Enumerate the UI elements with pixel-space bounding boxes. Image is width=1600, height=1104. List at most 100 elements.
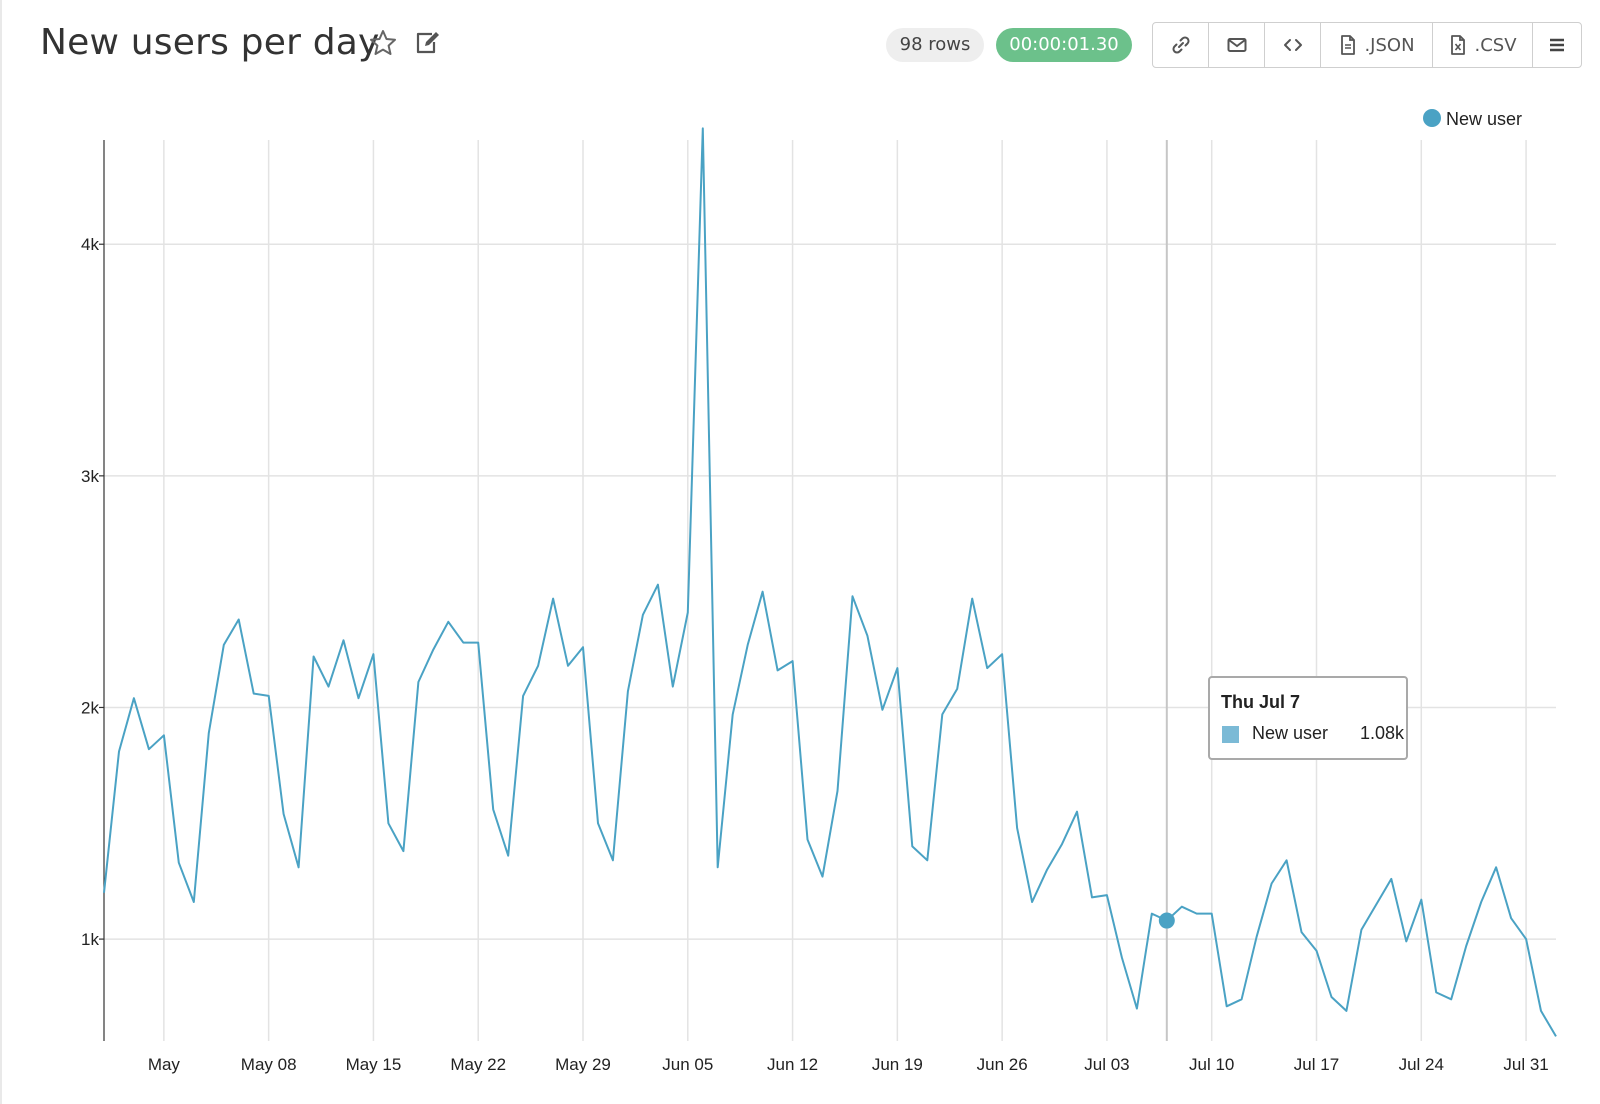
data-point[interactable] <box>487 803 499 815</box>
data-point[interactable] <box>1146 908 1158 920</box>
data-point[interactable] <box>1176 901 1188 913</box>
data-point[interactable] <box>1505 912 1517 924</box>
data-point[interactable] <box>128 692 140 704</box>
data-point[interactable] <box>203 727 215 739</box>
data-point[interactable] <box>113 746 125 758</box>
data-point[interactable] <box>577 641 589 653</box>
data-point[interactable] <box>502 850 514 862</box>
star-icon[interactable] <box>368 28 398 58</box>
data-point[interactable] <box>996 648 1008 660</box>
data-point[interactable] <box>1311 945 1323 957</box>
data-point[interactable] <box>727 708 739 720</box>
data-point[interactable] <box>891 662 903 674</box>
data-point[interactable] <box>1490 861 1502 873</box>
data-point[interactable] <box>1445 993 1457 1005</box>
data-point[interactable] <box>263 690 275 702</box>
data-point[interactable] <box>667 681 679 693</box>
data-point[interactable] <box>712 861 724 873</box>
data-point[interactable] <box>1101 889 1113 901</box>
data-point[interactable] <box>1400 935 1412 947</box>
edit-icon[interactable] <box>412 28 442 58</box>
data-point[interactable] <box>323 681 335 693</box>
data-point[interactable] <box>143 743 155 755</box>
data-point[interactable] <box>1460 940 1472 952</box>
data-point[interactable] <box>547 593 559 605</box>
data-point[interactable] <box>1281 854 1293 866</box>
data-point[interactable] <box>981 662 993 674</box>
email-button[interactable] <box>1209 23 1265 67</box>
data-point[interactable] <box>1131 1003 1143 1015</box>
data-point[interactable] <box>1340 1005 1352 1017</box>
data-point[interactable] <box>742 639 754 651</box>
legend[interactable]: New user <box>1423 109 1522 129</box>
data-point[interactable] <box>951 683 963 695</box>
data-point[interactable] <box>1535 1005 1547 1017</box>
data-point[interactable] <box>652 579 664 591</box>
data-point[interactable] <box>218 639 230 651</box>
data-point[interactable] <box>233 614 245 626</box>
data-point[interactable] <box>248 688 260 700</box>
series-line-new-user[interactable] <box>103 127 1557 1037</box>
data-point[interactable] <box>847 590 859 602</box>
data-point[interactable] <box>1116 952 1128 964</box>
data-point[interactable] <box>397 845 409 857</box>
data-point[interactable] <box>98 887 110 899</box>
data-point[interactable] <box>293 861 305 873</box>
data-point[interactable] <box>1086 891 1098 903</box>
data-point[interactable] <box>1011 822 1023 834</box>
data-point[interactable] <box>861 630 873 642</box>
data-point[interactable] <box>158 729 170 741</box>
data-point[interactable] <box>1026 896 1038 908</box>
data-point[interactable] <box>622 685 634 697</box>
data-point[interactable] <box>1191 908 1203 920</box>
hover-point-marker[interactable] <box>1158 912 1175 929</box>
data-point[interactable] <box>427 644 439 656</box>
data-point[interactable] <box>562 660 574 672</box>
data-point[interactable] <box>1221 1000 1233 1012</box>
data-point[interactable] <box>353 692 365 704</box>
data-point[interactable] <box>607 854 619 866</box>
data-point[interactable] <box>442 616 454 628</box>
data-point[interactable] <box>1236 993 1248 1005</box>
data-point[interactable] <box>457 637 469 649</box>
data-point[interactable] <box>1550 1030 1562 1042</box>
data-point[interactable] <box>787 655 799 667</box>
data-point[interactable] <box>472 637 484 649</box>
data-point[interactable] <box>1430 986 1442 998</box>
data-point[interactable] <box>876 704 888 716</box>
data-point[interactable] <box>1385 873 1397 885</box>
data-point[interactable] <box>1326 991 1338 1003</box>
data-point[interactable] <box>817 871 829 883</box>
data-point[interactable] <box>802 834 814 846</box>
data-point[interactable] <box>1415 894 1427 906</box>
data-point[interactable] <box>1475 896 1487 908</box>
data-point[interactable] <box>697 122 709 134</box>
download-json-button[interactable]: .JSON <box>1321 23 1433 67</box>
data-point[interactable] <box>173 857 185 869</box>
data-point[interactable] <box>1520 933 1532 945</box>
data-point[interactable] <box>757 586 769 598</box>
embed-code-button[interactable] <box>1265 23 1321 67</box>
copy-link-button[interactable] <box>1153 23 1209 67</box>
data-point[interactable] <box>308 651 320 663</box>
data-point[interactable] <box>921 854 933 866</box>
data-point[interactable] <box>772 664 784 676</box>
data-point[interactable] <box>966 593 978 605</box>
data-point[interactable] <box>517 690 529 702</box>
data-point[interactable] <box>412 676 424 688</box>
data-point[interactable] <box>1071 806 1083 818</box>
data-point[interactable] <box>382 817 394 829</box>
download-csv-button[interactable]: .CSV <box>1433 23 1533 67</box>
data-point[interactable] <box>367 648 379 660</box>
data-point[interactable] <box>1266 878 1278 890</box>
data-point[interactable] <box>338 634 350 646</box>
data-point[interactable] <box>188 896 200 908</box>
data-point[interactable] <box>906 840 918 852</box>
data-point[interactable] <box>682 607 694 619</box>
data-point[interactable] <box>1370 898 1382 910</box>
data-point[interactable] <box>1355 924 1367 936</box>
legend-label[interactable]: New user <box>1446 109 1522 129</box>
data-point[interactable] <box>278 808 290 820</box>
data-point[interactable] <box>1056 838 1068 850</box>
data-point[interactable] <box>936 708 948 720</box>
